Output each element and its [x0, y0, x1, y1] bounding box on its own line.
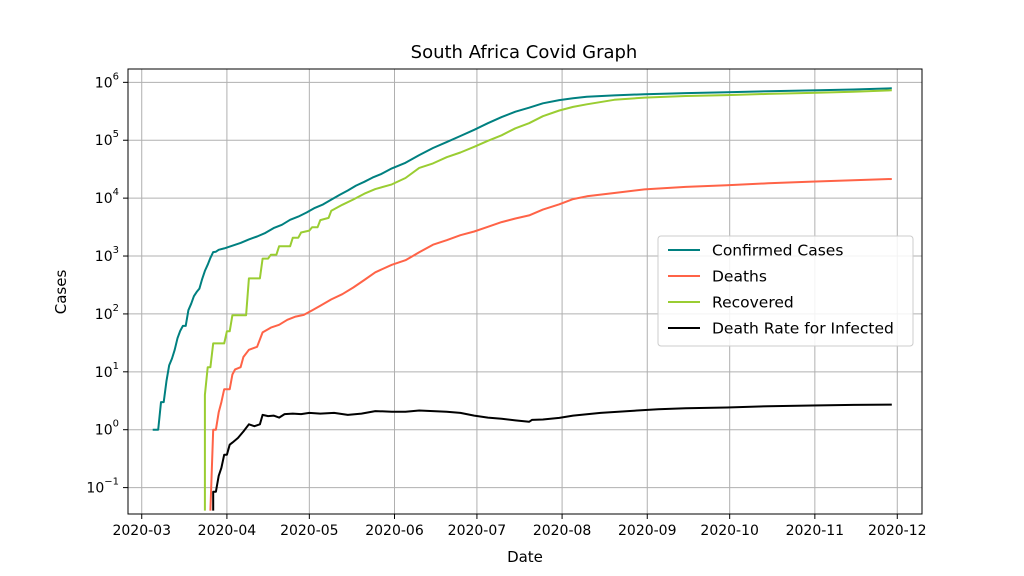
series-layer [152, 87, 892, 511]
plot-frame [127, 68, 923, 515]
legend-label: Death Rate for Infected [712, 320, 894, 338]
series-line-2 [209, 178, 892, 511]
legend-box [657, 235, 914, 347]
y-tick-label: 101 [95, 361, 119, 381]
y-tick-base: 10 [95, 423, 113, 439]
y-tick-base: 10 [95, 133, 113, 149]
x-tick-label: 2020-12 [868, 523, 927, 539]
y-tick-exponent: 3 [113, 245, 119, 256]
y-tick-label: 10−1 [86, 477, 119, 497]
series-line-3 [203, 89, 892, 511]
y-tick-exponent: −1 [104, 477, 119, 488]
legend-label: Recovered [712, 294, 794, 312]
y-tick-label: 102 [95, 303, 119, 323]
x-tick-label: 2020-03 [112, 523, 171, 539]
y-tick-label: 100 [95, 419, 119, 439]
y-tick-exponent: 2 [113, 303, 119, 314]
y-tick-base: 10 [95, 75, 113, 91]
y-tick-exponent: 5 [113, 129, 119, 140]
x-tick-label: 2020-08 [533, 523, 592, 539]
x-tick-label: 2020-06 [365, 523, 424, 539]
series-line-1 [152, 87, 892, 431]
series-line-4 [212, 403, 892, 511]
legend: Confirmed Cases Deaths Recovered Death Rate… [657, 235, 914, 347]
y-tick-exponent: 1 [113, 361, 119, 372]
chart-title: South Africa Covid Graph [411, 42, 638, 63]
y-tick-base: 10 [95, 191, 113, 207]
x-axis: 2020-03 2020-04 2020-05 2020-06 2020-07 2020-… [112, 514, 927, 539]
y-tick-label: 105 [95, 129, 119, 149]
y-tick-exponent: 0 [113, 419, 119, 430]
y-axis-label: Cases [52, 270, 70, 315]
y-tick-base: 10 [95, 307, 113, 323]
x-tick-label: 2020-05 [280, 523, 339, 539]
y-tick-base: 10 [95, 365, 113, 381]
x-tick-label: 2020-11 [786, 523, 845, 539]
y-tick-label: 106 [95, 71, 119, 91]
y-tick-base: 10 [95, 249, 113, 265]
x-tick-label: 2020-09 [618, 523, 677, 539]
y-tick-base: 10 [86, 481, 104, 497]
y-tick-exponent: 4 [113, 187, 119, 198]
x-tick-label: 2020-04 [198, 523, 257, 539]
x-axis-label: Date [507, 548, 543, 566]
legend-label: Deaths [712, 268, 767, 286]
y-tick-exponent: 6 [113, 71, 119, 82]
x-tick-label: 2020-07 [448, 523, 507, 539]
legend-label: Confirmed Cases [712, 242, 843, 260]
y-tick-label: 103 [95, 245, 119, 265]
y-tick-label: 104 [95, 187, 119, 207]
x-tick-label: 2020-10 [700, 523, 759, 539]
